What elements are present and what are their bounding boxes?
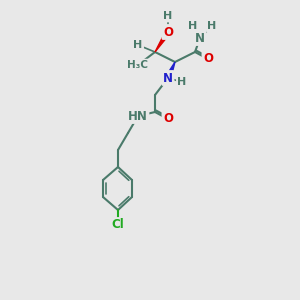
Text: H₃C: H₃C [128, 60, 148, 70]
Text: H: H [207, 21, 217, 31]
Text: O: O [203, 52, 213, 65]
Text: H: H [188, 21, 198, 31]
Text: N: N [195, 32, 205, 44]
Text: HN: HN [128, 110, 148, 122]
Text: H: H [177, 77, 187, 87]
Text: O: O [163, 26, 173, 38]
Polygon shape [155, 31, 170, 52]
Text: H: H [164, 11, 172, 21]
Text: O: O [163, 112, 173, 125]
Text: H: H [134, 40, 142, 50]
Text: N: N [163, 71, 173, 85]
Polygon shape [165, 62, 175, 79]
Text: Cl: Cl [112, 218, 124, 232]
